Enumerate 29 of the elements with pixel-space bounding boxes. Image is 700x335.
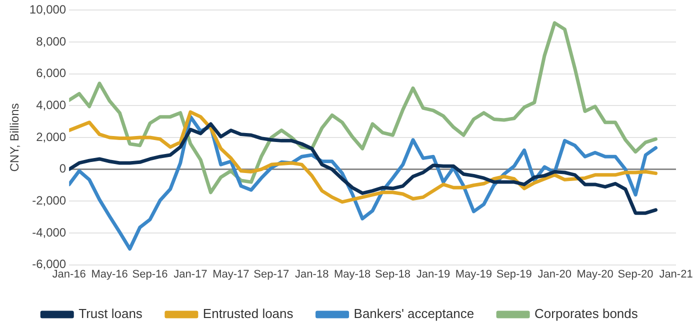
x-tick-label: Sep-17	[254, 268, 290, 280]
legend-label: Trust loans	[78, 306, 143, 322]
x-tick-label: Jan-20	[538, 268, 572, 280]
y-tick-label: 0	[59, 162, 66, 176]
x-tick-label: Sep-19	[496, 268, 532, 280]
y-tick-label: -4,000	[32, 225, 66, 240]
y-tick-label: 4,000	[36, 98, 66, 112]
legend-label: Bankers' acceptance	[354, 306, 474, 322]
y-axis-title: CNY, Billions	[8, 103, 22, 172]
x-tick-label: Jan-18	[295, 268, 329, 280]
y-tick-label: 2,000	[36, 130, 66, 144]
x-tick-label: Jan-16	[52, 268, 86, 280]
x-tick-label: May-16	[91, 268, 128, 280]
y-tick-label: 10,000	[29, 2, 66, 17]
x-tick-label: May-19	[455, 268, 492, 280]
x-tick-label: Sep-20	[618, 268, 654, 280]
x-tick-label: Jan-17	[174, 268, 208, 280]
legend-label: Corporates bonds	[534, 306, 638, 322]
y-tick-label: 8,000	[36, 34, 66, 48]
legend-label: Entrusted loans	[202, 306, 294, 322]
x-tick-label: May-17	[212, 268, 250, 280]
x-tick-label: Jan-19	[416, 268, 450, 280]
x-tick-label: May-20	[576, 268, 614, 280]
x-tick-label: Sep-18	[375, 268, 411, 280]
y-tick-label: -2,000	[32, 193, 66, 208]
x-tick-label: Sep-16	[132, 268, 168, 280]
x-tick-label: May-18	[334, 268, 371, 280]
x-tick-label: Jan-21	[659, 268, 693, 280]
y-tick-label: 6,000	[36, 66, 66, 80]
